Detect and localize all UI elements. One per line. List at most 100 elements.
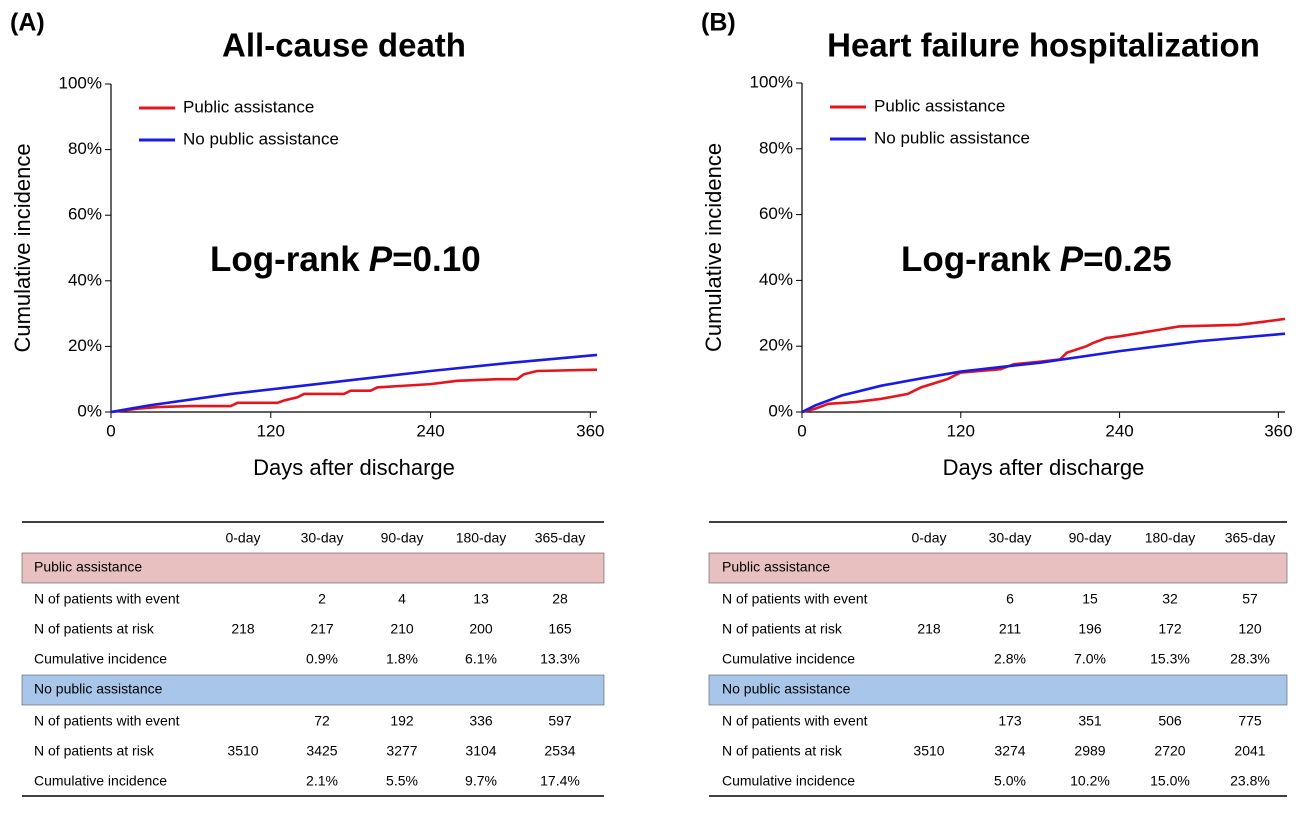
- table-cell: 211: [999, 621, 1022, 637]
- table-cell: 218: [917, 621, 941, 637]
- table-cell: 57: [1242, 591, 1258, 607]
- y-tick-label: 20%: [759, 336, 793, 355]
- column-header: 180-day: [456, 530, 507, 546]
- table-cell: 3104: [465, 743, 496, 759]
- y-tick-label: 40%: [68, 270, 102, 289]
- table-cell: 3425: [306, 743, 337, 759]
- table-cell: 200: [469, 621, 493, 637]
- x-tick-label: 240: [1105, 421, 1133, 440]
- table-cell: 218: [231, 621, 255, 637]
- table-cell: 23.8%: [1230, 773, 1270, 789]
- table-cell: 1.8%: [386, 651, 418, 667]
- x-tick-label: 360: [1264, 421, 1292, 440]
- column-header: 30-day: [989, 530, 1032, 546]
- group-band: [21, 552, 605, 584]
- annotation: Log-rank P=0.25: [901, 240, 1172, 279]
- y-tick-label: 80%: [68, 139, 102, 158]
- chart-title: All-cause death: [222, 27, 466, 64]
- table-cell: 4: [398, 591, 406, 607]
- table-cell: 3277: [386, 743, 417, 759]
- chart-title: Heart failure hospitalization: [827, 27, 1260, 64]
- x-axis-label: Days after discharge: [253, 455, 455, 480]
- column-header: 90-day: [1069, 530, 1112, 546]
- row-label: N of patients with event: [34, 713, 180, 729]
- curve: [801, 317, 1286, 414]
- table-cell: 2.1%: [306, 773, 338, 789]
- y-tick-label: 100%: [750, 72, 793, 91]
- table-cell: 9.7%: [465, 773, 497, 789]
- table-cell: 2: [318, 591, 326, 607]
- table-cell: 506: [1158, 713, 1182, 729]
- table-cell: 15: [1082, 591, 1098, 607]
- row-label: Cumulative incidence: [722, 651, 855, 667]
- y-tick-label: 0%: [77, 401, 102, 420]
- annotation-part: P: [369, 240, 393, 279]
- column-header: 90-day: [381, 530, 424, 546]
- table-cell: 3510: [913, 743, 944, 759]
- group-name: No public assistance: [34, 681, 163, 697]
- y-tick-label: 100%: [59, 73, 102, 92]
- legend-label: Public assistance: [874, 96, 1005, 115]
- table-cell: 32: [1162, 591, 1178, 607]
- curve: [110, 353, 598, 414]
- table-cell: 28: [552, 591, 568, 607]
- table-cell: 15.3%: [1150, 651, 1190, 667]
- legend-label: No public assistance: [183, 129, 339, 148]
- table-cell: 6.1%: [465, 651, 497, 667]
- annotation-part: =0.25: [1083, 240, 1172, 279]
- annotation-part: P: [1060, 240, 1084, 279]
- group-name: Public assistance: [34, 559, 142, 575]
- table-cell: 597: [548, 713, 572, 729]
- row-label: N of patients with event: [722, 713, 868, 729]
- table-cell: 336: [469, 713, 493, 729]
- table-cell: 28.3%: [1230, 651, 1270, 667]
- legend-label: No public assistance: [874, 128, 1030, 147]
- x-tick-label: 0: [106, 421, 115, 440]
- group-band: [708, 674, 1288, 706]
- legend-label: Public assistance: [183, 97, 314, 116]
- table-cell: 2989: [1074, 743, 1105, 759]
- x-tick-label: 120: [947, 421, 975, 440]
- table-cell: 15.0%: [1150, 773, 1190, 789]
- y-tick-label: 60%: [68, 205, 102, 224]
- table-cell: 3274: [994, 743, 1025, 759]
- table-cell: 775: [1238, 713, 1262, 729]
- row-label: N of patients at risk: [722, 621, 843, 637]
- table-cell: 5.5%: [386, 773, 418, 789]
- y-tick-label: 40%: [759, 270, 793, 289]
- group-band: [708, 552, 1288, 584]
- group-band: [21, 674, 605, 706]
- table-cell: 72: [314, 713, 330, 729]
- y-axis-label: Cumulative incidence: [701, 143, 726, 352]
- y-tick-label: 20%: [68, 336, 102, 355]
- row-label: N of patients with event: [34, 591, 180, 607]
- curve: [110, 368, 598, 414]
- table-cell: 165: [548, 621, 572, 637]
- table-cell: 2.8%: [994, 651, 1026, 667]
- column-header: 180-day: [1145, 530, 1196, 546]
- annotation: Log-rank P=0.10: [210, 240, 481, 279]
- x-tick-label: 360: [576, 421, 604, 440]
- table-cell: 3510: [227, 743, 258, 759]
- row-label: Cumulative incidence: [722, 773, 855, 789]
- panel-label: (B): [701, 9, 736, 37]
- group-name: No public assistance: [722, 681, 851, 697]
- y-tick-label: 80%: [759, 138, 793, 157]
- row-label: Cumulative incidence: [34, 773, 167, 789]
- column-header: 365-day: [535, 530, 586, 546]
- table-cell: 13: [473, 591, 489, 607]
- table-cell: 5.0%: [994, 773, 1026, 789]
- column-header: 30-day: [301, 530, 344, 546]
- row-label: N of patients with event: [722, 591, 868, 607]
- table-cell: 351: [1078, 713, 1102, 729]
- x-tick-label: 240: [416, 421, 444, 440]
- panel-label: (A): [10, 9, 45, 37]
- table-cell: 2720: [1154, 743, 1185, 759]
- annotation-part: =0.10: [392, 240, 481, 279]
- column-header: 0-day: [225, 530, 260, 546]
- table-cell: 0.9%: [306, 651, 338, 667]
- column-header: 0-day: [911, 530, 946, 546]
- table-cell: 6: [1006, 591, 1014, 607]
- column-header: 365-day: [1225, 530, 1276, 546]
